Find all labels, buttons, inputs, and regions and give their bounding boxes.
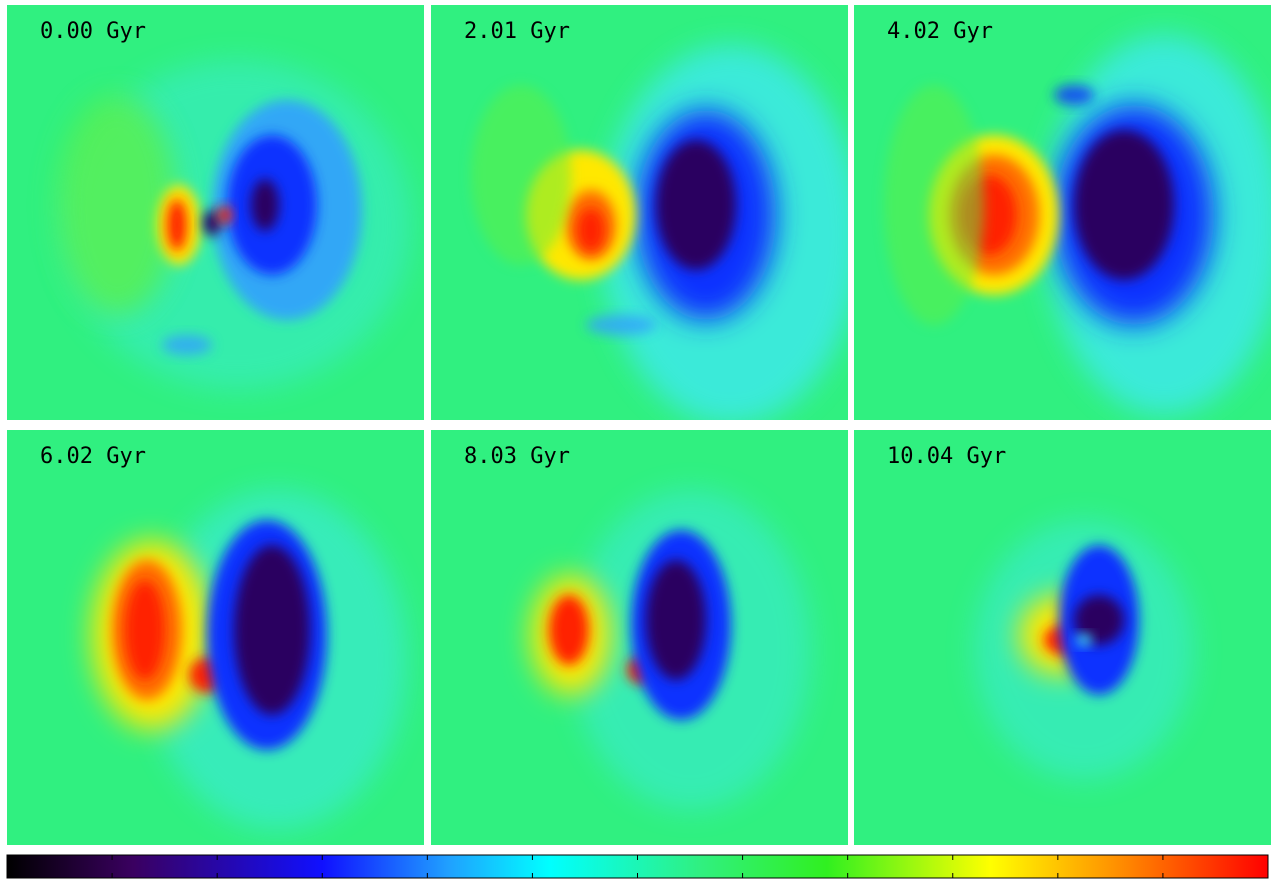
panel-map [884,35,1271,415]
panel-label: 4.02 Gyr [887,19,993,44]
map-feature [884,85,984,325]
map-feature [646,560,706,680]
panel-map [471,45,848,420]
map-feature [1076,634,1092,646]
panel-label: 8.03 Gyr [464,444,570,469]
panel-label: 10.04 Gyr [887,444,1006,469]
panel-map [92,490,407,830]
map-feature [162,335,212,355]
panel-map [57,60,412,390]
map-feature [1074,130,1174,280]
map-feature [125,580,165,680]
panel-label: 2.01 Gyr [464,19,570,44]
panel: 4.02 Gyr [854,5,1271,420]
panel-label: 0.00 Gyr [40,19,146,44]
map-feature [1054,85,1094,105]
colorbar-ticks [111,855,1164,878]
map-feature [203,210,221,236]
map-feature [1074,595,1124,645]
map-feature [577,208,605,252]
panel-map [531,490,811,810]
panel: 2.01 Gyr [431,5,848,420]
map-feature [656,140,736,270]
map-feature [251,179,279,231]
map-feature [471,85,571,265]
panel: 0.00 Gyr [7,5,424,420]
map-feature [549,595,589,665]
map-feature [57,95,177,315]
map-feature [218,206,232,224]
panel-label: 6.02 Gyr [40,444,146,469]
map-feature [586,315,656,335]
panel-map [974,520,1194,780]
map-feature [167,199,187,251]
panel: 8.03 Gyr [431,430,848,845]
panel: 6.02 Gyr [7,430,424,845]
panel: 10.04 Gyr [854,430,1271,845]
map-feature [234,545,310,715]
